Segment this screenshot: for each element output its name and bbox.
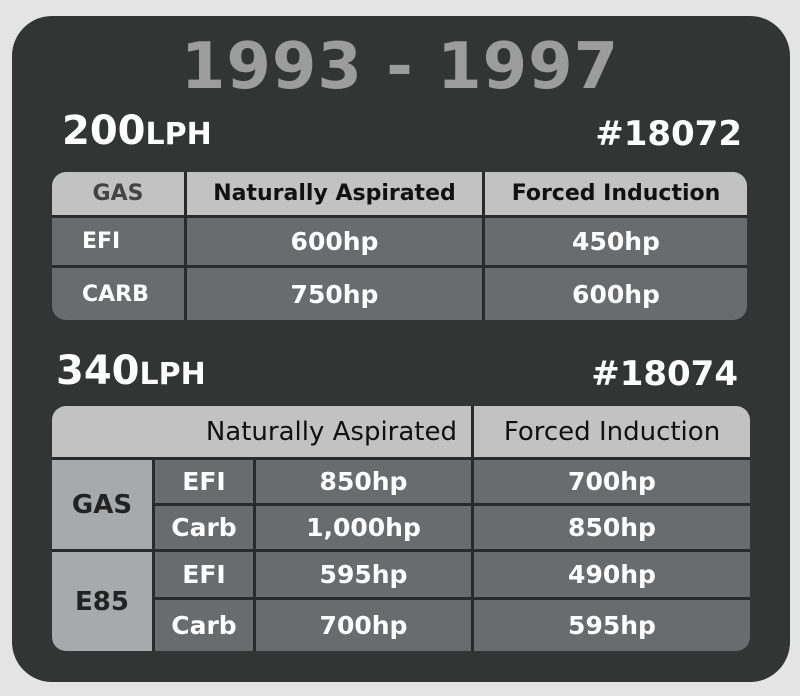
pump2-header-na: Naturally Aspirated [52, 406, 474, 460]
pump1-cell: 450hp [485, 218, 747, 268]
pump2-cell: 490hp [474, 552, 750, 600]
pump1-flow-unit: LPH [145, 117, 212, 152]
pump2-row-label: EFI [155, 460, 256, 506]
pump2-part-number: #18074 [591, 354, 738, 394]
pump2-row-label: Carb [155, 600, 256, 651]
pump2-cell: 850hp [256, 460, 474, 506]
pump1-row-label: EFI [52, 218, 187, 268]
pump1-flow: 200LPH [62, 108, 212, 154]
pump2-cell: 1,000hp [256, 506, 474, 552]
pump1-part-number: #18072 [595, 114, 742, 154]
pump2-cell: 700hp [474, 460, 750, 506]
pump2-fuel-gas: GAS [52, 460, 155, 552]
pump1-cell: 750hp [187, 268, 485, 320]
pump1-cell: 600hp [187, 218, 485, 268]
pump1-header-fuel: GAS [52, 172, 187, 218]
pump1-flow-value: 200 [62, 108, 146, 154]
pump2-flow-value: 340 [56, 348, 140, 394]
pump1-header-fi: Forced Induction [485, 172, 747, 218]
pump1-cell: 600hp [485, 268, 747, 320]
pump2-cell: 595hp [474, 600, 750, 651]
pump2-cell: 850hp [474, 506, 750, 552]
pump2-fuel-e85: E85 [52, 552, 155, 651]
pump2-row-label: Carb [155, 506, 256, 552]
pump1-header-na: Naturally Aspirated [187, 172, 485, 218]
pump2-table: Naturally Aspirated Forced Induction GAS… [52, 406, 750, 651]
pump2-header-fi: Forced Induction [474, 406, 750, 460]
pump2-cell: 700hp [256, 600, 474, 651]
pump1-row-label: CARB [52, 268, 187, 320]
pump2-flow: 340LPH [56, 348, 206, 394]
pump1-table: GAS Naturally Aspirated Forced Induction… [52, 172, 747, 320]
year-range-title: 1993 - 1997 [180, 30, 620, 104]
pump2-row-label: EFI [155, 552, 256, 600]
pump2-flow-unit: LPH [139, 357, 206, 392]
pump2-cell: 595hp [256, 552, 474, 600]
